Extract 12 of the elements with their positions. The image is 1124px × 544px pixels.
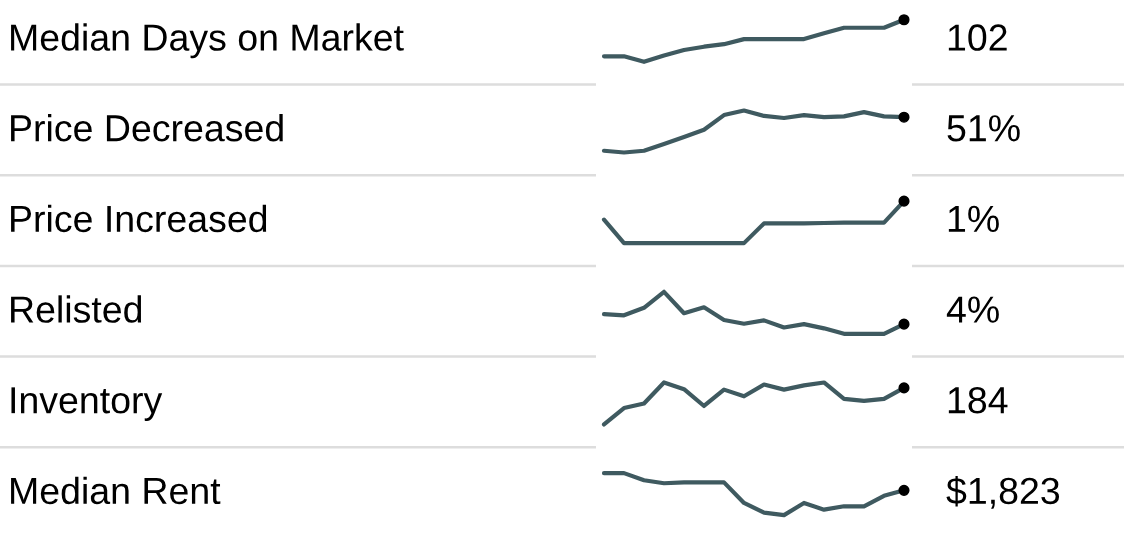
text: 102 [948, 24, 1007, 51]
text: 4% [946, 296, 999, 323]
text: 1% [948, 205, 999, 233]
y-axis-title: Price Increased [11, 204, 267, 233]
text: 184 [948, 386, 1008, 414]
text: $1,823 [946, 476, 1060, 509]
y-axis-title: Relisted [11, 295, 142, 323]
y-axis-title: Median Rent [11, 476, 221, 505]
y-axis-title: Price Decreased [11, 113, 283, 142]
text: 51% [947, 115, 1020, 142]
y-axis-title: Median Days on Market [11, 23, 404, 59]
y-axis-title: Inventory [11, 387, 163, 421]
